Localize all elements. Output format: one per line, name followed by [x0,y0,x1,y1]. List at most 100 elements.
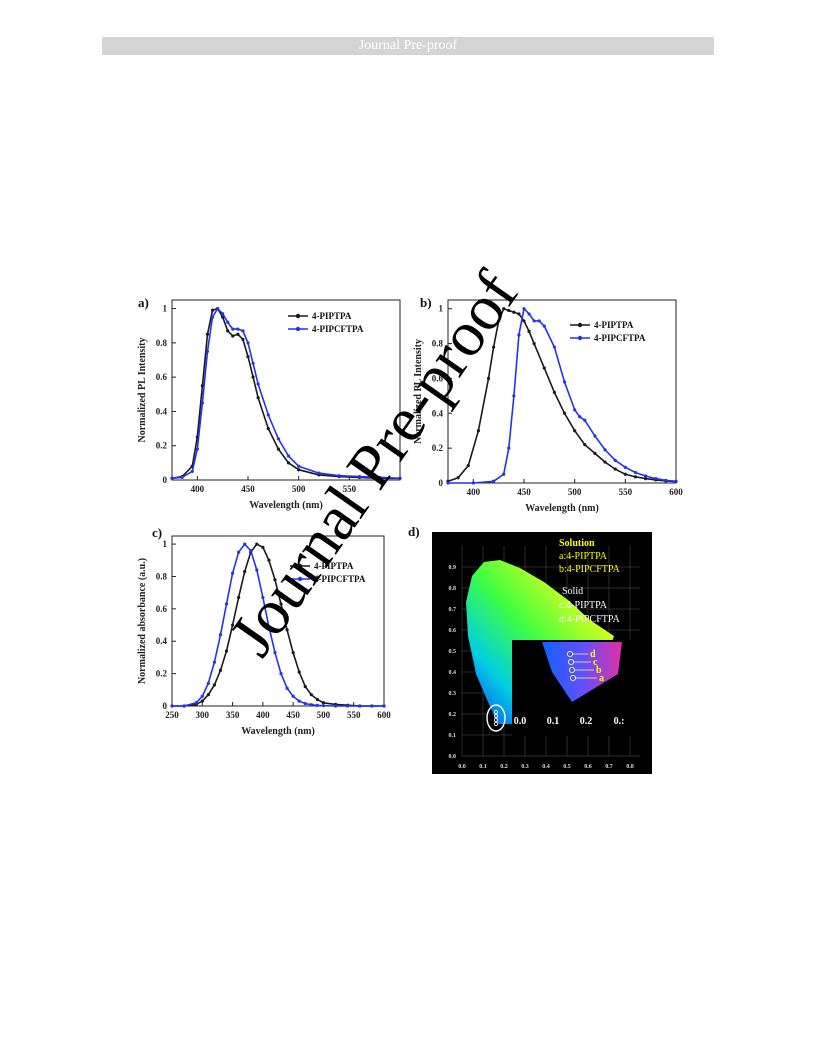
data-point-b [522,319,526,323]
cie-y-tick-label: 0.5 [449,649,457,655]
cie-x-tick-label: 0.7 [605,764,613,770]
data-point-b [573,408,577,412]
data-point-c [218,633,223,637]
series-line-b [448,307,677,484]
cie-y-tick-label: 0.8 [449,586,457,592]
data-point-b [644,477,648,481]
data-point-b [664,478,668,482]
panel-b-label: b) [420,295,432,310]
data-point-b [527,312,531,316]
y-tick-label-c: 0.4 [156,636,168,646]
data-point-a [246,354,250,359]
y-tick-label-a: 0.4 [156,406,168,416]
legend-label-b: 4-PIPCFTPA [594,333,646,343]
cie-x-tick-label: 0.5 [563,764,571,770]
x-axis-label-b: Wavelength (nm) [525,503,599,514]
data-point-a [236,327,240,331]
data-point-a [266,413,270,417]
x-tick-label-a: 500 [292,484,306,494]
y-tick-label-b: 0 [439,478,444,488]
x-tick-label-a: 550 [343,484,357,494]
data-point-c [206,693,210,697]
data-point-a [297,468,301,472]
data-point-a [378,475,382,480]
x-tick-label-c: 350 [226,710,240,720]
legend-d: d:4-PIPCFTPA [559,614,621,625]
data-point-a [256,396,260,400]
y-tick-label-c: 0 [163,701,168,711]
data-point-b [512,310,516,314]
plot-frame-b [447,299,677,484]
cie-x-tick-label: 0.0 [458,764,466,770]
x-tick-label-c: 250 [165,710,179,720]
x-tick-label-b: 550 [619,487,633,497]
data-point-a [221,312,225,316]
cie-y-tick-label: 0.7 [449,607,457,613]
data-point-c [243,570,247,574]
panel-c-label: c) [152,525,162,540]
data-point-b [502,307,506,311]
cie-y-tick-label: 0.6 [449,628,457,634]
y-axis-label-c: Normalized absorbance (a.u.) [137,558,148,684]
data-point-c [255,542,259,546]
data-point-b [674,479,678,483]
chart-panel-b: b) 400 450 500 550 600 0 0.2 0.4 0.6 0.8 1 Wavelengt… [413,295,683,514]
x-tick-label-a: 450 [241,484,255,494]
data-point-b [654,477,658,481]
x-tick-label-b: 500 [568,487,582,497]
x-tick-label-c: 300 [196,710,210,720]
data-point-b [603,448,607,452]
data-point-c [224,602,229,606]
data-point-c [321,704,326,708]
data-point-b [537,319,541,323]
cie-y-tick-label: 0.0 [449,754,457,760]
plot-frame-c [171,535,385,707]
legend-marker-b [577,335,583,341]
x-tick-label-c: 600 [377,710,391,720]
cie-y-tick-label: 0.3 [449,691,457,697]
data-point-c [218,668,223,672]
cie-main-points [494,709,499,726]
data-point-a [286,454,291,458]
data-point-a [266,426,270,431]
data-point-c [212,660,216,664]
data-point-a [190,469,194,474]
data-point-c [303,684,307,689]
data-point-a [357,474,362,479]
data-point-b [532,341,536,346]
y-tick-label-b: 0.4 [432,408,444,418]
data-point-a [226,320,230,324]
data-point-a [205,332,210,336]
y-tick-label-b: 0.6 [432,373,444,383]
data-point-a [241,329,245,333]
x-tick-label-c: 400 [256,710,270,720]
cie-y-tick-label: 0.9 [449,565,457,571]
data-point-b [562,380,567,384]
legend-label-b: 4-PIPTPA [594,320,634,330]
data-point-a [200,401,204,405]
data-point-a [246,341,250,345]
data-point-b [527,329,531,333]
data-point-a [297,464,301,468]
data-point-b [613,467,617,471]
x-axis-label-c: Wavelength (nm) [241,726,315,737]
x-tick-label-c: 550 [347,710,361,720]
data-point-b [542,366,546,370]
y-tick-label-a: 1 [163,304,168,314]
data-point-c [297,699,301,703]
y-tick-label-c: 0.2 [156,669,168,679]
data-point-c [261,595,265,600]
panel-d-label: d) [408,524,420,539]
data-point-c [273,578,277,582]
data-point-b [512,394,516,398]
data-point-b [562,411,567,415]
data-point-b [583,443,587,447]
data-point-b [492,345,496,349]
data-point-b [502,472,506,476]
data-point-b [456,476,460,480]
data-point-b [583,418,587,422]
data-point-a [251,375,255,379]
cie-inset-gamut [542,642,622,702]
x-tick-label-a: 400 [191,484,205,494]
legend-solution-heading: Solution [559,538,595,549]
